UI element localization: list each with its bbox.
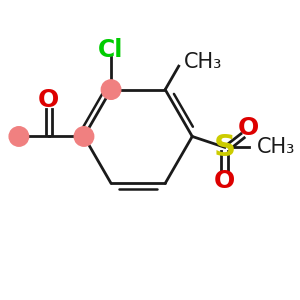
Circle shape	[74, 127, 94, 146]
Text: S: S	[214, 133, 236, 162]
Text: CH₃: CH₃	[257, 137, 296, 157]
Text: O: O	[238, 116, 259, 140]
Circle shape	[101, 80, 121, 99]
Text: Cl: Cl	[98, 38, 124, 62]
Circle shape	[9, 127, 28, 146]
Text: O: O	[38, 88, 59, 112]
Text: CH₃: CH₃	[184, 52, 223, 72]
Text: O: O	[214, 169, 236, 193]
